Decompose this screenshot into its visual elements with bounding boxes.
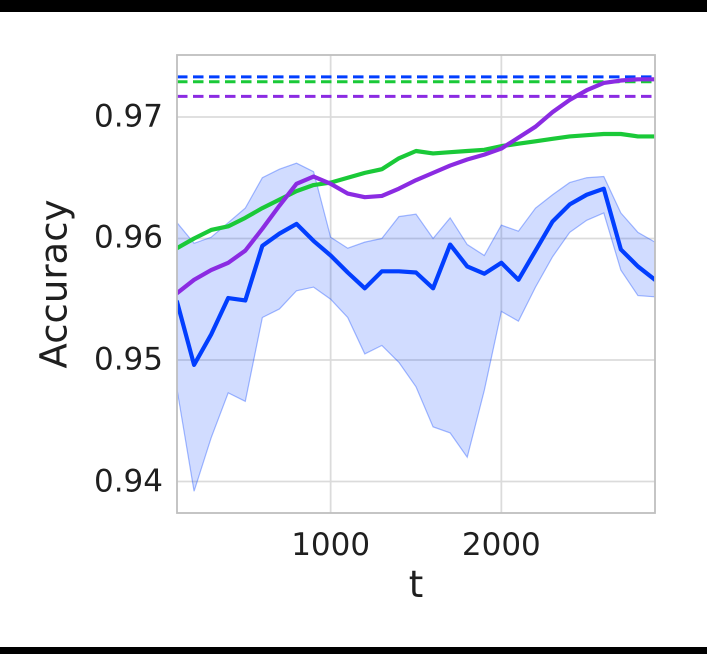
blue-mean-line — [177, 186, 655, 367]
y-axis-label: Accuracy — [32, 199, 76, 369]
plot-area — [177, 55, 655, 513]
x-tick-label-1000: 1000 — [291, 527, 371, 563]
top-letterbox-bar — [0, 0, 707, 12]
x-axis-label: t — [408, 563, 424, 606]
bottom-letterbox-bar — [0, 647, 707, 654]
axes-spines — [176, 54, 656, 514]
x-tick-label-2000: 2000 — [461, 527, 541, 563]
purple-line — [177, 77, 655, 296]
y-tick-label-0.94: 0.94 — [93, 463, 163, 500]
confidence-band — [177, 162, 655, 492]
y-tick-label-0.95: 0.95 — [93, 341, 163, 378]
y-tick-label-0.96: 0.96 — [93, 219, 163, 256]
green-line — [177, 131, 655, 251]
y-tick-label-0.97: 0.97 — [93, 98, 163, 135]
